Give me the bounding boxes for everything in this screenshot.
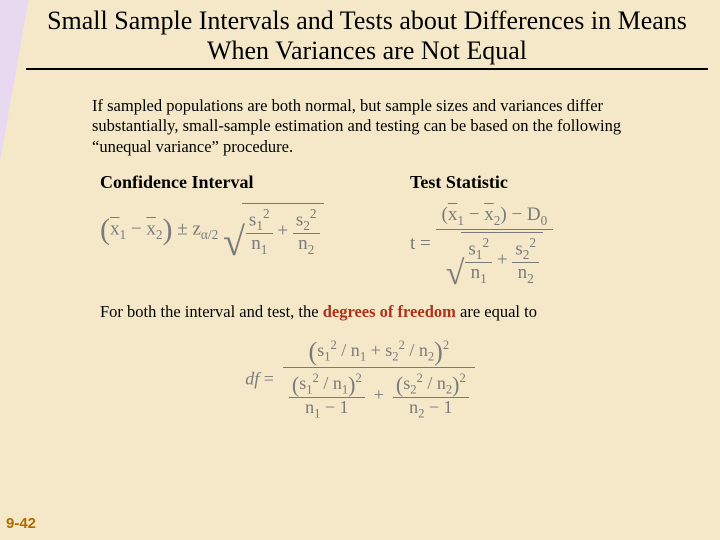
test-statistic-column: Test Statistic t = (x1 − x2) − D0 √ s12n…: [410, 172, 680, 287]
ci-formula: (x1 − x2) ± zα/2 √ s12n1 + s22n2: [100, 203, 370, 257]
df-sentence: For both the interval and test, the degr…: [100, 302, 670, 322]
formula-columns: Confidence Interval (x1 − x2) ± zα/2 √ s…: [100, 172, 680, 287]
df-formula: df = (s12 / n1 + s22 / n2)2 (s12 / n1)2 …: [245, 336, 475, 424]
ts-formula: t = (x1 − x2) − D0 √ s12n1 + s22n2: [410, 203, 680, 287]
df-formula-container: df = (s12 / n1 + s22 / n2)2 (s12 / n1)2 …: [0, 336, 720, 424]
ts-heading: Test Statistic: [410, 172, 680, 193]
ci-heading: Confidence Interval: [100, 172, 370, 193]
df-prefix: For both the interval and test, the: [100, 302, 323, 321]
df-emphasis: degrees of freedom: [323, 302, 456, 321]
confidence-interval-column: Confidence Interval (x1 − x2) ± zα/2 √ s…: [100, 172, 370, 287]
slide-number: 9-42: [6, 515, 36, 532]
df-suffix: are equal to: [456, 302, 537, 321]
intro-paragraph: If sampled populations are both normal, …: [92, 96, 660, 158]
slide-title: Small Sample Intervals and Tests about D…: [26, 0, 708, 70]
